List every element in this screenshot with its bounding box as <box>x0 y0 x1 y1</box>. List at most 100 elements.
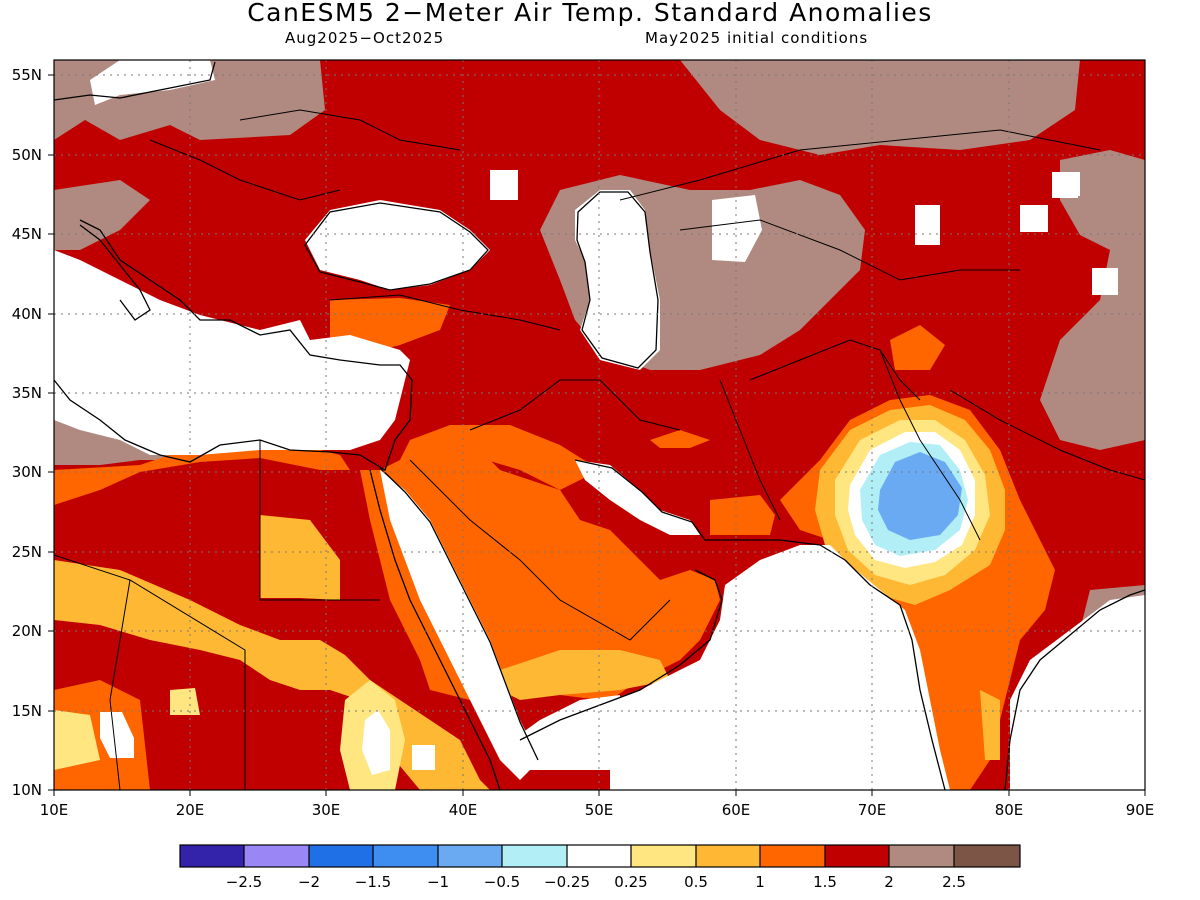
field-orange-kashmir <box>890 325 945 370</box>
coast-india-east <box>1004 589 1145 790</box>
colorbar: −2.5 −2 −1.5 −1 −0.5 −0.25 0.25 0.5 1 1.… <box>179 844 1021 891</box>
colorbar-label: 1.5 <box>813 873 837 891</box>
coast-black-sea <box>304 202 489 291</box>
field-orange-gulf <box>710 495 775 535</box>
colorbar-swatch <box>309 845 373 867</box>
field-lightblue-pakistan <box>878 452 962 540</box>
country-borders <box>54 109 1145 790</box>
mask-lake-balkhash <box>915 205 940 245</box>
mask-lake-chad <box>100 712 134 758</box>
border-arabia <box>409 459 671 641</box>
colorbar-label: −2 <box>298 873 320 891</box>
axis-tick-marks <box>48 74 1146 796</box>
colorbar-label: 2.5 <box>942 873 966 891</box>
border-iran-iraq <box>469 379 681 431</box>
lon-tick-label: 70E <box>858 801 887 819</box>
field-taupe-east <box>1040 150 1145 450</box>
colorbar-label: −0.25 <box>544 873 590 891</box>
coastlines <box>54 61 1145 790</box>
lon-tick-label: 10E <box>40 801 69 819</box>
border-africa-1 <box>259 440 380 601</box>
colorbar-swatch <box>373 845 438 867</box>
mask-bay-of-bengal <box>1010 595 1145 790</box>
border-pakistan-india <box>879 349 981 541</box>
field-lightorange-libya <box>260 515 340 600</box>
field-yellow-chad <box>170 688 200 715</box>
mask-caspian <box>575 190 660 370</box>
colorbar-swatch <box>696 845 760 867</box>
field-orange-arabia-north <box>410 425 600 490</box>
lon-tick-label: 90E <box>1126 801 1155 819</box>
lat-tick-label: 45N <box>12 225 42 243</box>
mask-black-sea <box>305 200 490 290</box>
coast-baltic <box>54 61 216 101</box>
border-turkey <box>329 294 561 331</box>
border-china-india <box>949 389 1145 481</box>
border-europe-2 <box>239 109 461 151</box>
coast-india-west <box>844 559 946 790</box>
field-orange-iran-blob <box>650 430 710 448</box>
lat-tick-label: 55N <box>12 66 42 84</box>
field-white-sudan <box>362 710 390 775</box>
colorbar-label: 1 <box>755 873 765 891</box>
lon-tick-label: 60E <box>722 801 751 819</box>
colorbar-label: −2.5 <box>226 873 262 891</box>
border-afghanistan <box>749 339 921 401</box>
coast-arabia-south <box>519 569 723 741</box>
colorbar-swatch <box>567 845 631 867</box>
field-yellow-sahel <box>54 710 100 770</box>
colorbar-label: −1 <box>427 873 449 891</box>
colorbar-label: 0.25 <box>614 873 647 891</box>
lat-tick-label: 20N <box>12 622 42 640</box>
colorbar-label: −0.5 <box>484 873 520 891</box>
map-title: CanESM5 2−Meter Air Temp. Standard Anoma… <box>247 0 933 27</box>
colorbar-swatch <box>760 845 825 867</box>
coast-italy <box>79 224 151 321</box>
lat-tick-label: 15N <box>12 702 42 720</box>
coast-mediterranean <box>54 219 413 471</box>
border-kazakhstan-russia <box>619 129 1101 201</box>
forecast-period: Aug2025−Oct2025 <box>285 29 445 47</box>
field-lightorange-india-south <box>980 690 1000 760</box>
lat-tick-label: 30N <box>12 463 42 481</box>
mask-aral <box>712 195 762 262</box>
mask-mediterranean <box>54 250 410 455</box>
colorbar-swatch <box>825 845 889 867</box>
colorbar-swatch <box>502 845 567 867</box>
colorbar-swatch <box>954 845 1020 867</box>
mask-lake-victoria-top <box>412 745 435 770</box>
mask-issyk-kul <box>1092 268 1118 295</box>
field-lightorange-sahel <box>54 560 490 790</box>
mask-red-sea <box>380 470 540 780</box>
initial-conditions: May2025 initial conditions <box>645 29 869 47</box>
colorbar-label: −1.5 <box>355 873 391 891</box>
graticule <box>54 60 1145 790</box>
lon-tick-label: 30E <box>312 801 341 819</box>
colorbar-swatch <box>889 845 954 867</box>
colorbar-swatch <box>631 845 696 867</box>
coast-persian-gulf <box>574 459 846 561</box>
mask-arabian-sea <box>610 545 950 790</box>
lat-tick-label: 25N <box>12 543 42 561</box>
lon-tick-labels: 10E 20E 30E 40E 50E 60E 70E 80E 90E <box>40 801 1155 819</box>
lat-tick-label: 10N <box>12 781 42 799</box>
lat-tick-label: 50N <box>12 146 42 164</box>
mask-small-lakes <box>490 170 1080 232</box>
coast-red-sea-west <box>369 469 501 790</box>
lat-tick-labels: 10N 15N 20N 25N 30N 35N 40N 45N 50N 55N <box>12 66 42 799</box>
lon-tick-label: 50E <box>585 801 614 819</box>
field-lightorange-yemen <box>500 650 670 700</box>
border-europe-1 <box>149 139 341 201</box>
lon-tick-label: 20E <box>176 801 205 819</box>
colorbar-label: 0.5 <box>684 873 708 891</box>
colorbar-label: 2 <box>884 873 894 891</box>
mask-persian-gulf <box>575 460 700 535</box>
border-central-asia <box>679 219 1020 281</box>
coast-caspian <box>576 191 659 369</box>
border-iran-east <box>719 379 781 521</box>
colorbar-swatch <box>438 845 502 867</box>
lat-tick-label: 40N <box>12 305 42 323</box>
mask-baltic <box>90 60 215 105</box>
field-orange-africa-arabia <box>54 435 720 700</box>
